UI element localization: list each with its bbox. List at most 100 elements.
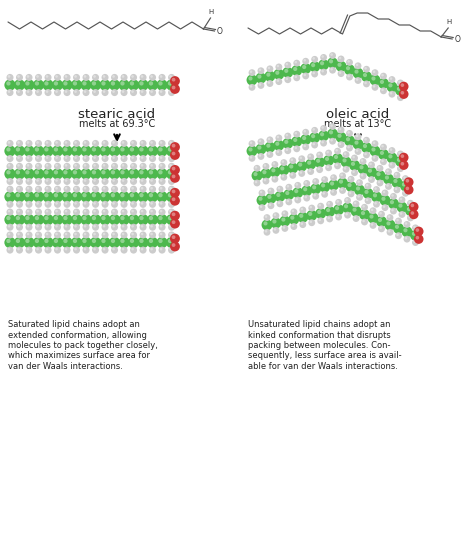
Circle shape [73,74,80,81]
Circle shape [278,165,289,175]
Circle shape [410,203,414,207]
Circle shape [33,214,44,225]
Circle shape [8,141,10,144]
Circle shape [260,206,262,208]
Circle shape [381,89,384,91]
Circle shape [259,189,265,196]
Circle shape [302,136,306,140]
Circle shape [122,156,124,159]
Circle shape [284,62,291,68]
Text: stearic acid: stearic acid [78,108,155,121]
Circle shape [391,194,394,197]
Circle shape [346,181,356,192]
Circle shape [172,235,175,239]
Circle shape [273,177,275,180]
Circle shape [248,147,253,152]
Circle shape [149,239,153,243]
Circle shape [308,204,315,211]
Circle shape [321,55,324,58]
Circle shape [84,202,86,204]
Circle shape [387,214,393,221]
Circle shape [255,73,266,83]
Text: O: O [217,26,222,36]
Circle shape [111,170,115,174]
Circle shape [111,147,115,152]
Circle shape [311,70,318,77]
Circle shape [149,231,156,238]
Circle shape [158,178,165,185]
Circle shape [100,168,110,180]
Circle shape [8,187,10,189]
Circle shape [337,200,339,203]
Circle shape [26,231,33,238]
Circle shape [357,164,368,174]
Circle shape [122,75,124,78]
Circle shape [351,169,358,176]
Circle shape [307,168,314,175]
Circle shape [141,248,144,251]
Circle shape [337,63,342,67]
Circle shape [300,221,306,228]
Circle shape [118,168,130,180]
Circle shape [393,187,401,193]
Circle shape [137,145,149,157]
Circle shape [4,191,16,202]
Circle shape [23,80,35,90]
Circle shape [64,141,67,144]
Circle shape [380,151,384,155]
Circle shape [170,84,180,94]
Circle shape [172,144,175,147]
Circle shape [122,225,124,228]
Circle shape [131,179,134,182]
Circle shape [320,125,327,132]
Circle shape [111,81,115,86]
Circle shape [361,159,364,162]
Circle shape [326,201,333,208]
Circle shape [336,61,346,72]
Circle shape [150,225,153,228]
Circle shape [255,181,257,183]
Circle shape [414,226,424,236]
Circle shape [160,248,163,251]
Circle shape [64,155,71,162]
Circle shape [360,173,366,180]
Circle shape [120,193,125,197]
Circle shape [254,165,260,172]
Circle shape [112,156,115,159]
Circle shape [373,141,375,144]
Circle shape [337,126,345,133]
Circle shape [170,242,180,251]
Circle shape [54,170,58,174]
Circle shape [54,81,58,86]
Circle shape [259,83,261,86]
Circle shape [54,239,58,243]
Circle shape [84,156,86,159]
Circle shape [26,178,33,185]
Circle shape [259,139,261,142]
Circle shape [170,165,180,175]
Circle shape [399,82,409,91]
Circle shape [52,191,63,202]
Circle shape [141,156,144,159]
Circle shape [16,155,23,162]
Circle shape [101,178,109,185]
Circle shape [103,225,105,228]
Circle shape [27,164,29,167]
Circle shape [346,130,353,137]
Circle shape [378,218,382,222]
Circle shape [311,56,318,63]
Circle shape [35,140,42,147]
Circle shape [376,165,383,172]
Circle shape [326,216,333,222]
Circle shape [45,155,52,162]
Circle shape [378,225,385,232]
Circle shape [330,124,333,127]
Circle shape [356,63,358,66]
Circle shape [298,170,305,177]
Circle shape [169,156,172,159]
Circle shape [168,163,175,170]
Circle shape [168,155,175,162]
Circle shape [35,155,42,162]
Circle shape [335,214,342,221]
Circle shape [54,209,61,216]
